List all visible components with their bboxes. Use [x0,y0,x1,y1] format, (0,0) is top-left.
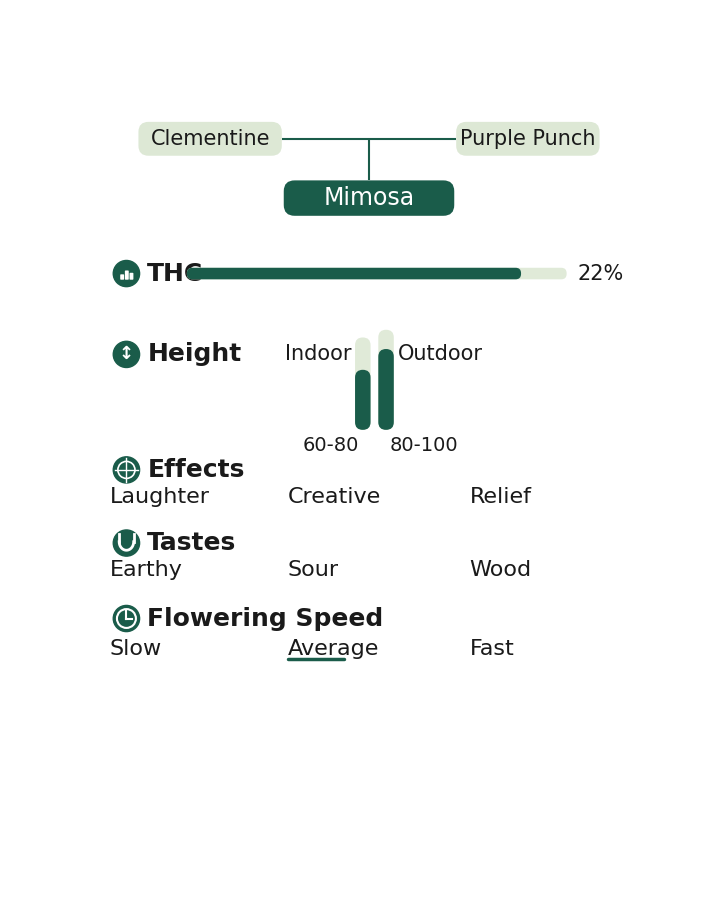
FancyBboxPatch shape [378,329,394,430]
Text: Effects: Effects [148,458,245,482]
Text: ↕: ↕ [119,346,134,364]
Text: Indoor: Indoor [284,345,351,364]
FancyBboxPatch shape [125,271,129,280]
Text: Mimosa: Mimosa [323,186,415,210]
Circle shape [113,457,140,483]
FancyBboxPatch shape [138,122,282,156]
Text: Earthy: Earthy [109,560,182,580]
Text: 22%: 22% [577,264,624,284]
Text: Tastes: Tastes [148,531,237,555]
Text: 80-100: 80-100 [390,436,459,455]
Text: THC: THC [148,262,204,285]
Circle shape [113,260,140,286]
Text: Creative: Creative [287,487,381,507]
FancyBboxPatch shape [120,274,124,280]
Circle shape [113,606,140,632]
Circle shape [113,341,140,367]
FancyBboxPatch shape [130,273,133,280]
Text: 60-80: 60-80 [302,436,359,455]
Text: Purple Punch: Purple Punch [460,129,595,148]
FancyBboxPatch shape [456,122,600,156]
FancyBboxPatch shape [187,268,567,279]
Text: Flowering Speed: Flowering Speed [148,607,384,631]
Text: Clementine: Clementine [150,129,270,148]
Text: Slow: Slow [109,638,161,659]
Text: Sour: Sour [287,560,338,580]
FancyBboxPatch shape [284,180,454,216]
Text: Fast: Fast [469,638,515,659]
Text: Wood: Wood [469,560,532,580]
FancyBboxPatch shape [355,370,371,430]
Text: Laughter: Laughter [109,487,210,507]
Text: Outdoor: Outdoor [397,345,482,364]
Circle shape [113,530,140,556]
Text: Relief: Relief [469,487,532,507]
FancyBboxPatch shape [187,268,521,279]
Text: Height: Height [148,342,242,366]
FancyBboxPatch shape [355,338,371,430]
Text: Average: Average [287,638,379,659]
FancyBboxPatch shape [378,349,394,430]
